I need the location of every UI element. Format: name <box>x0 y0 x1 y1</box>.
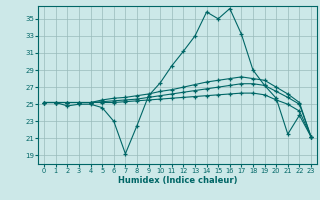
X-axis label: Humidex (Indice chaleur): Humidex (Indice chaleur) <box>118 176 237 185</box>
